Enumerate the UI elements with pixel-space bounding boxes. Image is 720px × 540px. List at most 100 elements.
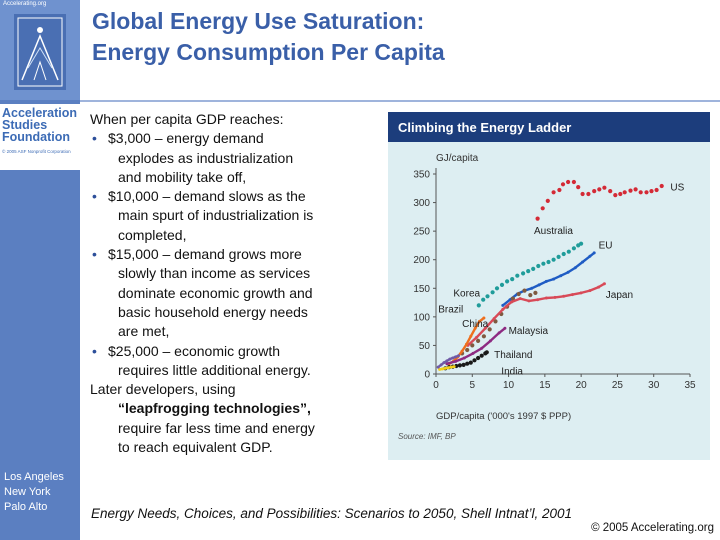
bullet-marker: • (92, 342, 97, 359)
y-tick-label: 250 (413, 227, 430, 238)
china-data-point (442, 361, 446, 365)
x-tick-label: 0 (433, 380, 439, 391)
office-locations: Los Angeles New York Palo Alto (4, 470, 64, 515)
japan-data-point (518, 297, 522, 301)
japan-series-label: Japan (606, 290, 633, 301)
india-data-point (449, 365, 453, 369)
us-data-point (535, 216, 540, 221)
eu-data-point (566, 270, 570, 274)
sidebar: Accelerating.org Acceleration Studies Fo… (0, 0, 80, 540)
page-title: Global Energy Use Saturation: Energy Con… (92, 8, 445, 65)
x-tick-label: 20 (576, 380, 588, 391)
australia-series-label: Australia (534, 226, 573, 237)
china-data-point (445, 359, 449, 363)
australia-data-point (505, 279, 510, 284)
bullet-continuation: requires little additional energy. (118, 361, 311, 378)
thailand-data-point (476, 355, 481, 361)
bullet-continuation: slowly than income as services (118, 265, 311, 282)
thailand-series-label: Thailand (494, 350, 532, 361)
australia-data-point (546, 259, 551, 265)
thailand-data-point (472, 358, 477, 363)
later-continuation: to reach equivalent GDP. (118, 439, 273, 456)
korea-data-point (522, 288, 527, 293)
japan-data-point (597, 285, 601, 289)
eu-data-point (581, 260, 585, 264)
thailand-data-point (484, 350, 489, 355)
location-item: Los Angeles (4, 471, 64, 483)
y-tick-label: 150 (413, 284, 430, 295)
chart-svg: Climbing the Energy Ladder GJ/capita 050… (388, 112, 710, 460)
y-axis-label: GJ/capita (436, 153, 479, 164)
y-tick-label: 50 (419, 341, 431, 352)
logo-panel: Accelerating.org (0, 0, 80, 100)
bullet-continuation: dominate economic growth and (118, 284, 313, 301)
bullet-marker: • (92, 188, 97, 205)
eu-data-point (588, 254, 592, 258)
us-data-point (560, 182, 566, 187)
malaysia-data-point (471, 351, 475, 355)
australia-data-point (510, 277, 515, 282)
us-series-label: US (670, 183, 684, 194)
y-tick-label: 200 (413, 255, 430, 266)
australia-data-point (485, 294, 490, 299)
bullet-continuation: and mobility take off, (118, 168, 247, 185)
us-data-point (622, 190, 627, 195)
korea-data-point (528, 293, 533, 298)
eu-data-point (559, 274, 563, 278)
y-tick-label: 350 (413, 170, 430, 181)
eu-data-point (544, 279, 548, 283)
australia-data-point (579, 241, 584, 246)
brazil-series-label: Brazil (438, 304, 463, 315)
leapfrogging-phrase: “leapfrogging technologies”, (118, 400, 311, 417)
title-band (80, 0, 720, 100)
y-tick-label: 100 (413, 312, 430, 323)
us-data-point (654, 187, 659, 193)
bullet-continuation: completed, (118, 226, 187, 243)
australia-data-point (490, 290, 495, 295)
india-data-point (438, 367, 442, 371)
x-tick-label: 10 (503, 380, 515, 391)
australia-data-point (531, 266, 536, 271)
japan-data-point (510, 300, 513, 304)
australia-data-point (481, 297, 486, 302)
bullet-marker: • (92, 130, 97, 147)
australia-data-point (536, 263, 541, 269)
us-data-point (644, 190, 649, 195)
location-item: New York (4, 486, 51, 498)
thailand-data-point (479, 353, 484, 358)
later-developers-text: Later developers, using (90, 381, 236, 398)
korea-data-point (533, 290, 538, 295)
bullet-continuation: main spurt of industrialization is (118, 207, 314, 224)
y-tick-label: 300 (413, 198, 430, 209)
china-data-point (436, 365, 440, 369)
us-data-point (580, 191, 585, 197)
bullet-item: • $15,000 – demand grows more (90, 245, 382, 264)
bullet-list: When per capita GDP reaches: • $3,000 – e… (90, 110, 382, 457)
australia-data-point (499, 282, 505, 287)
malaysia-series-line (445, 327, 507, 365)
eu-series-label: EU (599, 240, 613, 251)
china-data-point (457, 354, 460, 358)
japan-data-point (501, 307, 505, 311)
x-tick-label: 25 (612, 380, 624, 391)
org-name-block: Acceleration Studies Foundation © 2005 A… (0, 104, 80, 170)
korea-data-point (493, 319, 498, 324)
malaysia-data-point (497, 331, 501, 335)
korea-series-label: Korea (453, 288, 480, 299)
us-data-point (540, 206, 545, 211)
us-data-point (551, 190, 556, 195)
x-tick-label: 5 (470, 380, 476, 391)
brazil-data-point (473, 326, 477, 330)
japan-data-point (475, 335, 479, 339)
australia-data-point (476, 303, 481, 308)
australia-data-point (561, 251, 566, 257)
malaysia-data-point (503, 326, 507, 330)
japan-data-point (579, 291, 583, 295)
foundation-logo-icon (14, 14, 66, 90)
bullet-continuation: are met, (118, 323, 170, 340)
australia-data-point (551, 257, 556, 262)
bullet-item: • $3,000 – energy demand (90, 129, 382, 148)
intro-text: When per capita GDP reaches: (90, 111, 284, 127)
location-item: Palo Alto (4, 501, 48, 513)
title-divider (80, 100, 720, 102)
